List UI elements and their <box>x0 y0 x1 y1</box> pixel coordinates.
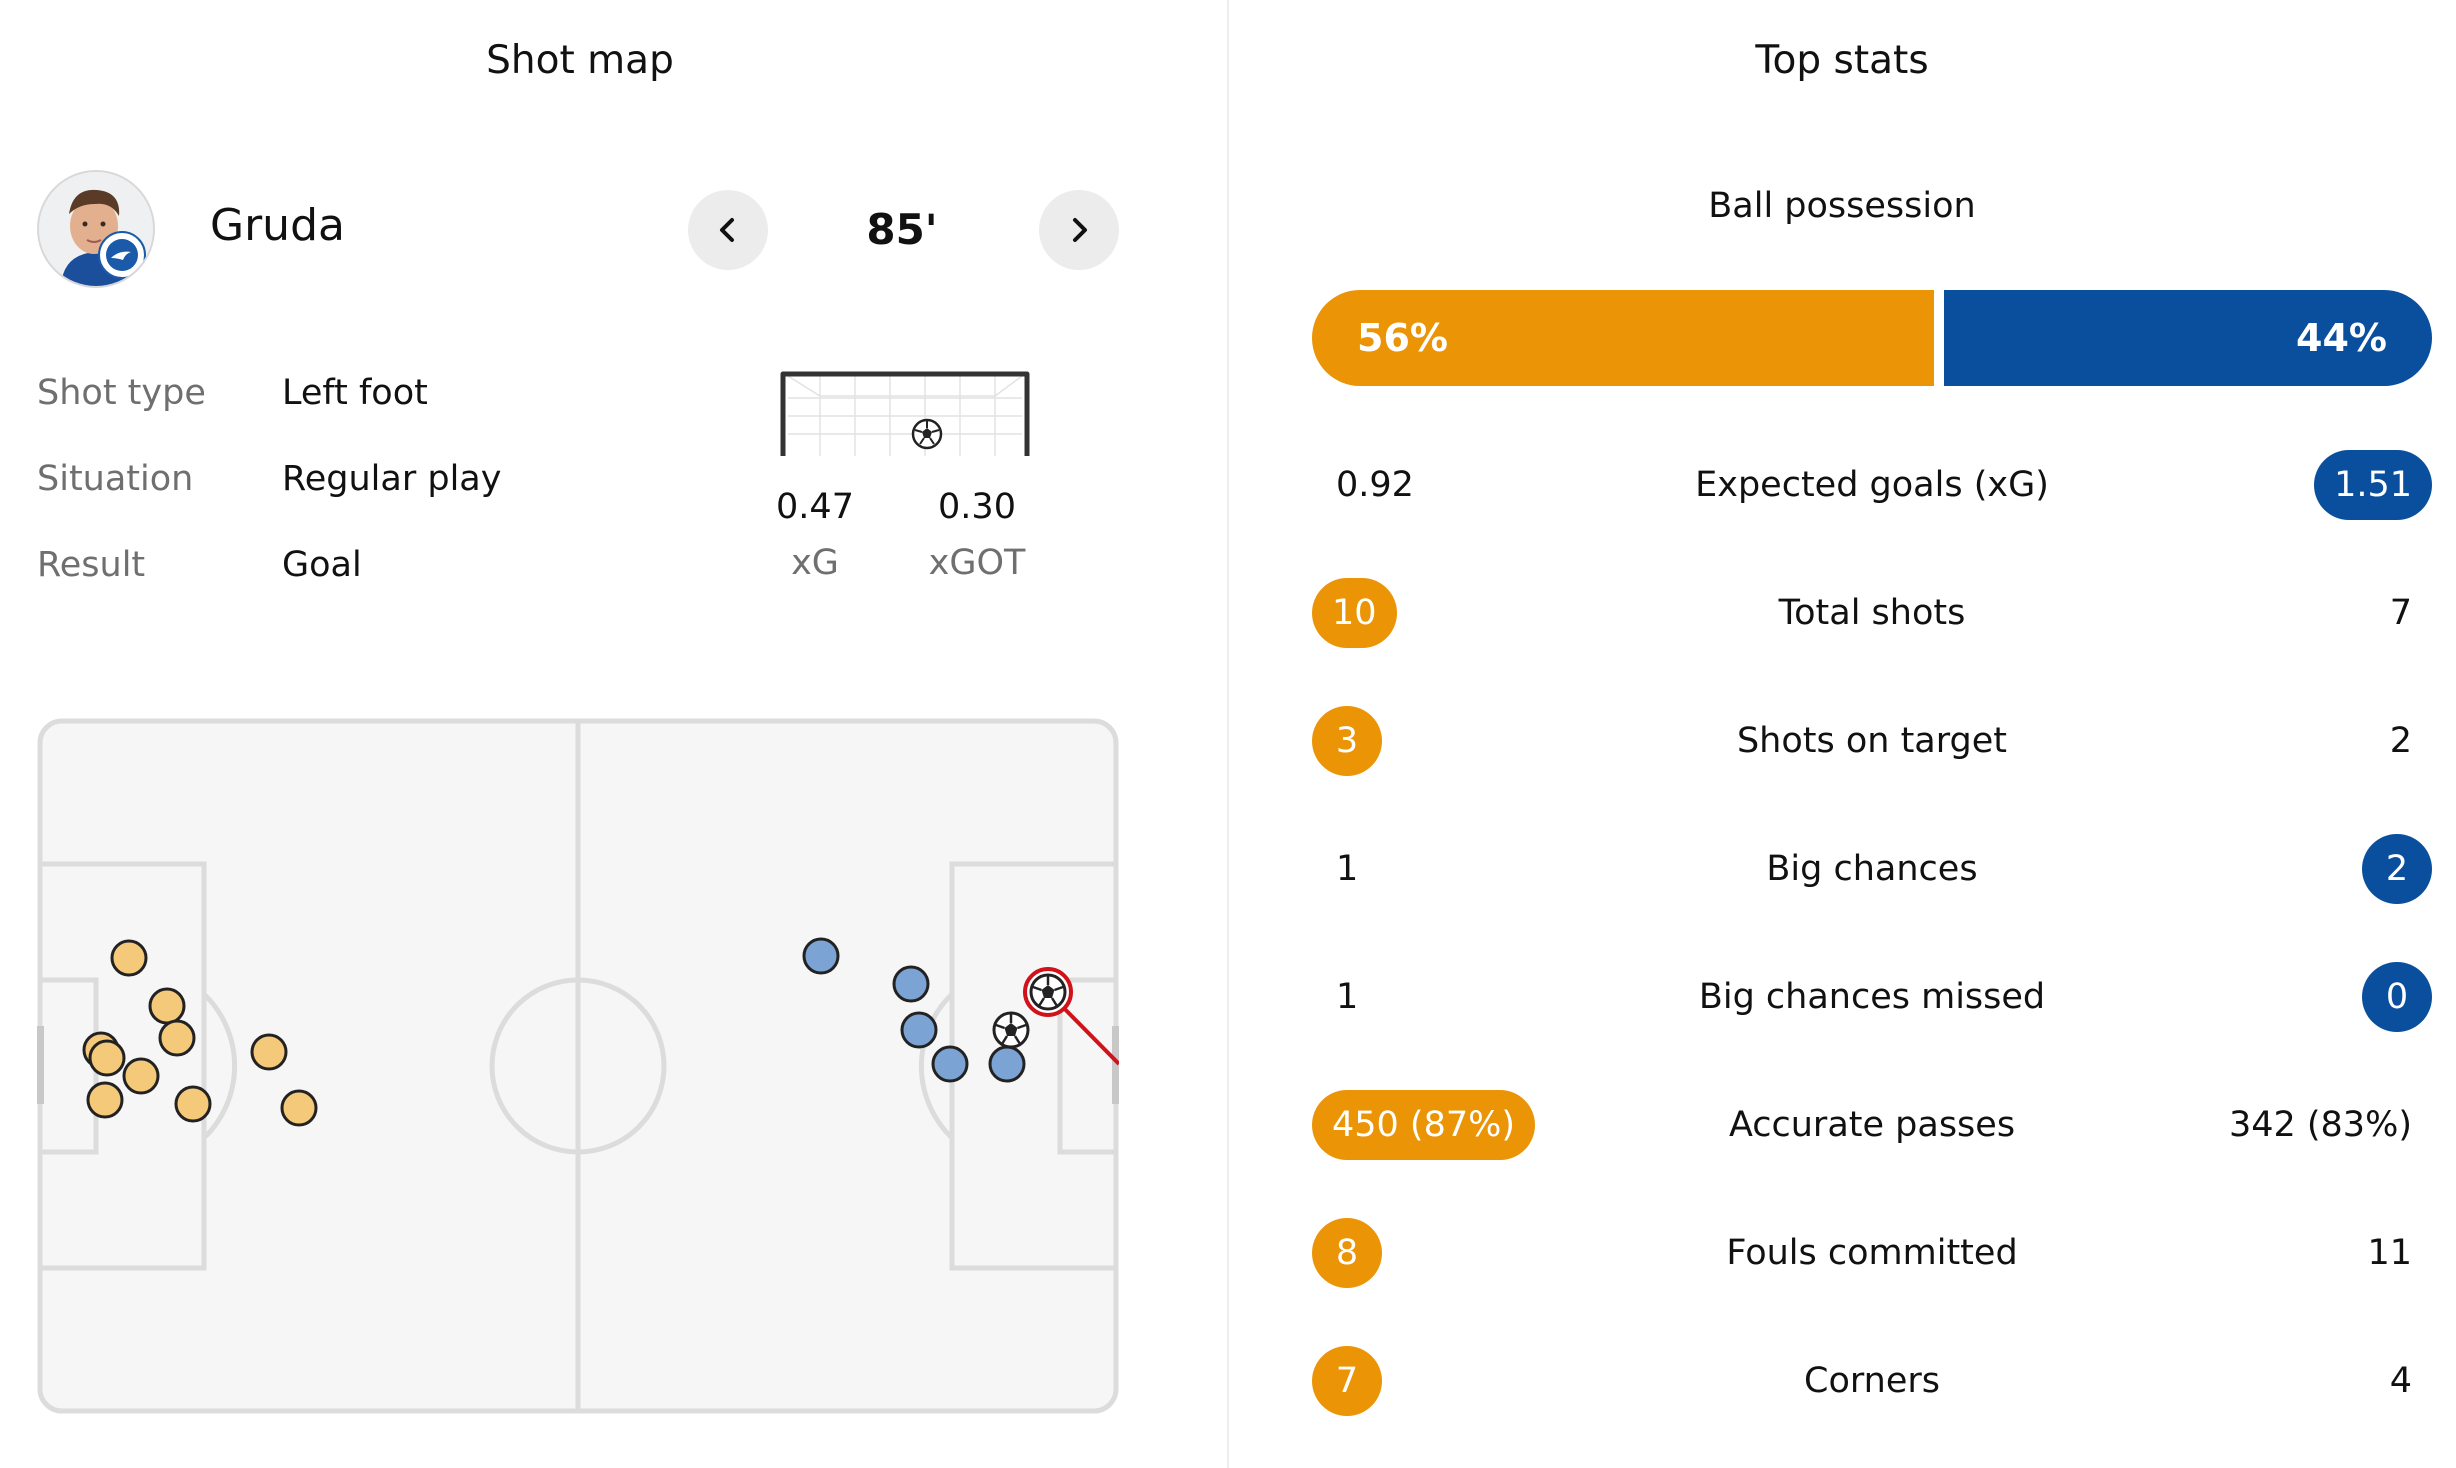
stat-home-value: 0.92 <box>1336 465 1414 505</box>
right-goal <box>1112 1026 1119 1104</box>
club-crest-icon <box>98 231 146 279</box>
chevron-left-icon <box>720 218 734 242</box>
shot-type-value: Left foot <box>282 373 428 413</box>
stat-row: Big chances 1 2 <box>1312 834 2432 904</box>
possession-home: 56% <box>1312 290 1934 386</box>
home-shot-marker[interactable] <box>86 1081 124 1119</box>
home-shot-marker[interactable] <box>148 987 186 1025</box>
stat-away-value: 342 (83%) <box>2228 1105 2412 1145</box>
xg-value: 0.47 <box>776 487 854 527</box>
top-stats-title: Top stats <box>1755 38 1929 83</box>
stat-row: Expected goals (xG) 0.92 1.51 <box>1312 450 2432 520</box>
stat-home-value: 10 <box>1312 578 1397 648</box>
stat-away-value: 2 <box>2362 834 2432 904</box>
stat-row: Total shots 10 7 <box>1312 578 2432 648</box>
stat-row: Corners 7 4 <box>1312 1346 2432 1416</box>
panel-divider <box>1227 0 1229 1468</box>
stat-row: Fouls committed 8 11 <box>1312 1218 2432 1288</box>
football-icon <box>911 418 943 450</box>
stat-label: Shots on target <box>1736 721 2008 761</box>
goal-frame-diagram <box>780 371 1030 456</box>
shot-map-title: Shot map <box>486 38 674 83</box>
stat-row: Shots on target 3 2 <box>1312 706 2432 776</box>
previous-shot-button[interactable] <box>688 190 768 270</box>
stat-home-value: 3 <box>1312 706 1382 776</box>
xg-label: xG <box>791 543 839 583</box>
shot-type-label: Shot type <box>37 373 206 413</box>
away-shot-marker[interactable] <box>900 1011 938 1049</box>
stat-label: Corners <box>1804 1361 1940 1401</box>
stat-label: Expected goals (xG) <box>1695 465 2049 505</box>
left-goal <box>37 1026 44 1104</box>
result-value: Goal <box>282 545 362 585</box>
stat-row: Accurate passes 450 (87%) 342 (83%) <box>1312 1090 2432 1160</box>
stat-home-value: 1 <box>1336 977 1359 1017</box>
stat-away-value: 0 <box>2362 962 2432 1032</box>
stat-home-value: 450 (87%) <box>1312 1090 1536 1160</box>
possession-gap <box>1934 290 1944 386</box>
player-name[interactable]: Gruda <box>210 200 345 251</box>
away-shot-marker[interactable] <box>892 965 930 1003</box>
home-shot-marker[interactable] <box>280 1089 318 1127</box>
home-shot-marker[interactable] <box>250 1033 288 1071</box>
result-label: Result <box>37 545 146 585</box>
stat-away-value: 2 <box>2389 721 2412 761</box>
stat-away-value: 11 <box>2367 1233 2412 1273</box>
away-shot-marker[interactable] <box>802 937 840 975</box>
goal-shot-marker[interactable] <box>992 1011 1030 1049</box>
situation-label: Situation <box>37 459 194 499</box>
situation-value: Regular play <box>282 459 502 499</box>
stat-home-value: 8 <box>1312 1218 1382 1288</box>
stat-home-value: 1 <box>1336 849 1359 889</box>
stat-label: Big chances missed <box>1698 977 2046 1017</box>
ball-possession-label: Ball possession <box>1708 186 1976 226</box>
stat-label: Big chances <box>1766 849 1978 889</box>
player-avatar[interactable] <box>37 170 155 288</box>
stat-home-value: 7 <box>1312 1346 1382 1416</box>
stat-away-value: 7 <box>2389 593 2412 633</box>
xgot-label: xGOT <box>928 543 1026 583</box>
possession-bar: 56% 44% <box>1312 290 2432 386</box>
stat-away-value: 4 <box>2389 1361 2412 1401</box>
shot-minute: 85' <box>866 205 938 254</box>
xgot-value: 0.30 <box>938 487 1016 527</box>
shot-markers <box>82 937 1119 1127</box>
home-shot-marker[interactable] <box>122 1057 160 1095</box>
stat-label: Total shots <box>1778 593 1966 633</box>
possession-away: 44% <box>1944 290 2432 386</box>
home-shot-marker[interactable] <box>88 1039 126 1077</box>
selected-shot-marker[interactable] <box>1029 973 1067 1011</box>
home-shot-marker[interactable] <box>174 1085 212 1123</box>
stat-row: Big chances missed 1 0 <box>1312 962 2432 1032</box>
shot-map-pitch <box>37 718 1119 1414</box>
chevron-right-icon <box>1073 218 1087 242</box>
away-shot-marker[interactable] <box>931 1045 969 1083</box>
next-shot-button[interactable] <box>1039 190 1119 270</box>
away-shot-marker[interactable] <box>988 1045 1026 1083</box>
home-shot-marker[interactable] <box>158 1019 196 1057</box>
home-shot-marker[interactable] <box>110 939 148 977</box>
stat-label: Fouls committed <box>1726 1233 2018 1273</box>
stat-away-value: 1.51 <box>2314 450 2432 520</box>
stat-label: Accurate passes <box>1728 1105 2016 1145</box>
